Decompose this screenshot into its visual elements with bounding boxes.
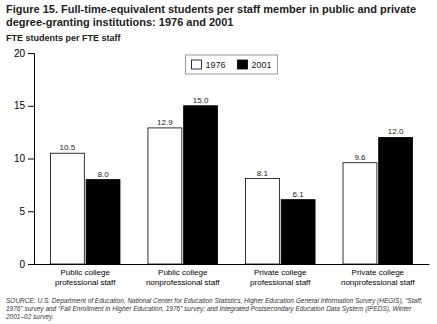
- x-tick-label-line: Public college: [61, 268, 111, 277]
- x-tick: Public collegenonprofessional staff: [146, 268, 220, 287]
- y-tick-mark: [28, 159, 34, 160]
- bar-series: [86, 106, 412, 264]
- bar: [50, 153, 84, 264]
- x-tick-label-line: Private college: [352, 268, 405, 277]
- y-tick-label: 15: [14, 100, 26, 111]
- y-axis-label: FTE students per FTE staff: [6, 33, 122, 43]
- y-tick-mark: [28, 264, 34, 265]
- y-tick: 10: [14, 153, 34, 164]
- data-labels: 10.5 12.9 8.1 9.6 8.0 15.0 6.1 12.0: [60, 96, 404, 199]
- y-tick-mark: [28, 106, 34, 107]
- data-label: 10.5: [60, 143, 76, 152]
- x-tick-label-line: nonprofessional staff: [146, 278, 220, 287]
- text-line: degree-granting institutions: 1976 and 2…: [6, 16, 233, 28]
- y-tick-label: 5: [19, 206, 25, 217]
- bar: [148, 128, 182, 264]
- bar: [343, 163, 377, 264]
- chart-container: Figure 15. Full-time-equivalent students…: [0, 0, 437, 324]
- y-tick: 0: [19, 259, 34, 270]
- x-tick-label-line: professional staff: [55, 278, 116, 287]
- data-label: 12.9: [157, 118, 173, 127]
- x-tick: Public collegeprofessional staff: [55, 268, 116, 287]
- x-tick: Private collegenonprofessional staff: [341, 268, 415, 287]
- legend-swatch: [238, 60, 248, 69]
- y-tick-mark: [28, 53, 34, 54]
- y-tick-label: 10: [14, 153, 26, 164]
- legend-label: 2001: [252, 60, 272, 70]
- y-tick-label: 0: [19, 259, 25, 270]
- y-tick-label: 20: [14, 48, 26, 59]
- legend-swatch: [191, 60, 201, 69]
- y-tick: 15: [14, 100, 34, 111]
- title: Figure 15. Full-time-equivalent students…: [6, 3, 416, 28]
- x-tick-label: Private collegeprofessional staff: [250, 268, 311, 287]
- legend-frame: [185, 55, 277, 74]
- x-tick: Private collegeprofessional staff: [250, 268, 311, 287]
- data-label: 12.0: [388, 127, 404, 136]
- bar: [245, 179, 279, 264]
- legend: 1976 2001: [185, 55, 277, 74]
- bar: [86, 180, 120, 264]
- data-label: 8.0: [97, 170, 109, 179]
- data-label: 15.0: [193, 96, 209, 105]
- legend-item: 2001: [238, 60, 272, 70]
- data-label: 8.1: [257, 169, 269, 178]
- legend-label: 1976: [205, 60, 225, 70]
- x-tick-label: Public collegenonprofessional staff: [146, 268, 220, 287]
- y-axis: 0 5 10 15 20: [14, 48, 35, 270]
- bars: [50, 106, 412, 264]
- y-tick-mark: [28, 211, 34, 212]
- legend-item: 1976: [191, 60, 225, 70]
- x-tick-label-line: Private college: [254, 268, 307, 277]
- bar: [379, 137, 413, 264]
- x-tick-label: Private collegenonprofessional staff: [341, 268, 415, 287]
- text-line: Figure 15. Full-time-equivalent students…: [6, 3, 416, 15]
- x-axis-line: [35, 264, 430, 265]
- x-tick-label-line: professional staff: [250, 278, 311, 287]
- chart: Figure 15. Full-time-equivalent students…: [0, 0, 437, 324]
- text-line: SOURCE: U.S. Department of Education, Na…: [6, 297, 423, 305]
- x-axis: Public collegeprofessional staffPublic c…: [35, 265, 430, 287]
- y-tick: 20: [14, 48, 34, 59]
- x-tick-label-line: Public college: [158, 268, 208, 277]
- bar: [281, 200, 315, 264]
- x-tick-label-line: nonprofessional staff: [341, 278, 415, 287]
- text-line: 1976” survey and “Fall Enrollment in Hig…: [6, 305, 412, 313]
- y-tick: 5: [19, 206, 34, 217]
- bar: [184, 106, 218, 264]
- x-tick-label: Public collegeprofessional staff: [55, 268, 116, 287]
- source: SOURCE: U.S. Department of Education, Na…: [5, 297, 423, 321]
- data-label: 6.1: [293, 190, 305, 199]
- y-axis-line: [28, 54, 35, 265]
- text-line: 2001–02 survey.: [5, 313, 54, 321]
- data-label: 9.6: [354, 153, 366, 162]
